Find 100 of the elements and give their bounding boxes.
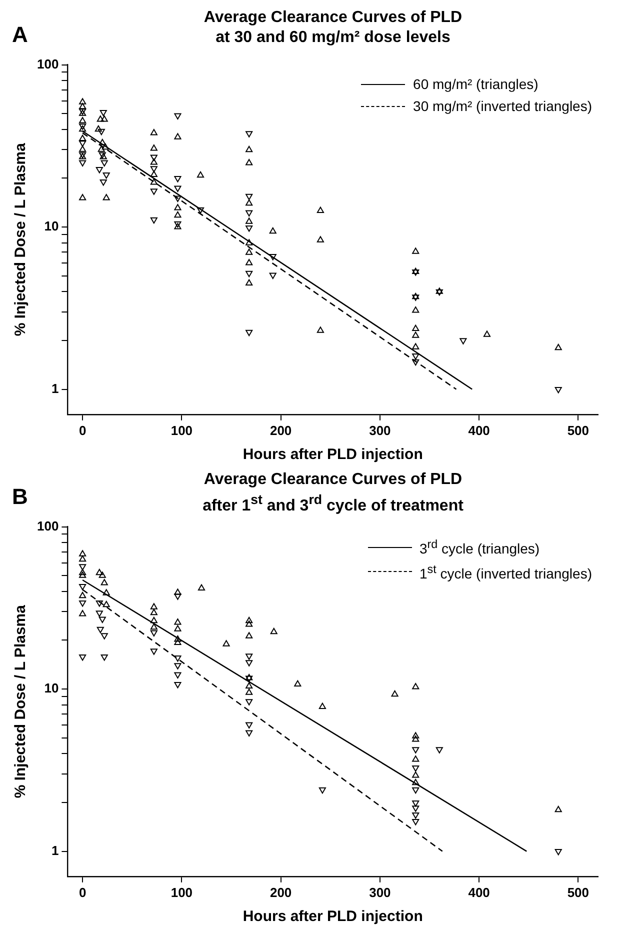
point <box>554 849 562 856</box>
y-axis-title: % Injected Dose / L Plasma <box>12 142 30 336</box>
point <box>96 626 104 634</box>
point <box>102 194 110 200</box>
point <box>246 259 253 266</box>
point <box>246 239 253 246</box>
point <box>294 680 302 687</box>
x-tick-label: 300 <box>369 884 391 900</box>
point <box>150 128 158 136</box>
chart-title: Average Clearance Curves of PLD at 30 and 60 mg/m² dose levels <box>202 8 464 48</box>
legend-label: 60 mg/m² (triangles) <box>413 76 538 92</box>
point <box>79 124 86 130</box>
point <box>174 221 182 228</box>
point <box>174 655 182 662</box>
point <box>412 806 420 812</box>
point <box>412 732 420 738</box>
point <box>150 217 158 224</box>
point <box>150 648 158 655</box>
point <box>554 344 562 350</box>
point <box>150 170 158 178</box>
point <box>246 146 253 152</box>
point <box>412 682 420 690</box>
point <box>412 248 420 254</box>
point <box>174 133 182 140</box>
point <box>246 270 253 278</box>
point <box>412 800 420 807</box>
point <box>79 102 86 110</box>
point <box>412 787 420 794</box>
y-tick-label: 100 <box>36 518 59 534</box>
point <box>246 632 253 638</box>
legend-label: 1$^{st}$ cycle (inverted triangles) <box>420 562 592 582</box>
point <box>79 555 86 562</box>
point <box>174 113 182 120</box>
chart-title: Average Clearance Curves of PLD after 1$^{st}$ and 3$^{rd}$ cycle of treatment <box>202 470 464 516</box>
point <box>100 633 108 640</box>
point <box>269 272 276 280</box>
x-tick-label: 500 <box>567 422 590 438</box>
legend-label: 30 mg/m² (inverted triangles) <box>413 98 592 114</box>
point <box>79 654 86 661</box>
point <box>79 98 86 104</box>
point <box>79 134 86 142</box>
point <box>174 186 182 192</box>
x-tick-label: 400 <box>468 422 490 438</box>
point <box>174 638 182 645</box>
legend-label: 3$^{rd}$ cycle (triangles) <box>420 538 540 557</box>
point <box>318 787 326 794</box>
point <box>246 210 253 216</box>
point <box>246 688 253 695</box>
point <box>96 568 103 576</box>
y-axis-title: % Injected Dose / L Plasma <box>12 604 30 798</box>
point <box>246 699 253 706</box>
point <box>198 584 206 591</box>
point <box>246 682 253 689</box>
point <box>246 199 253 206</box>
point <box>96 167 103 174</box>
point <box>150 158 158 165</box>
point <box>246 131 253 138</box>
point <box>174 211 182 218</box>
point <box>150 154 158 162</box>
point <box>174 663 182 670</box>
point <box>412 306 420 313</box>
point <box>246 676 253 682</box>
point <box>174 204 182 210</box>
point <box>79 117 86 124</box>
point <box>79 572 86 578</box>
point <box>79 600 86 607</box>
point <box>270 628 278 634</box>
point <box>79 140 86 147</box>
point <box>96 610 103 617</box>
point <box>412 812 420 819</box>
point <box>269 227 276 234</box>
point <box>412 268 420 274</box>
point <box>246 660 253 666</box>
x-tick-label: 100 <box>170 884 193 900</box>
point <box>412 747 420 754</box>
point <box>246 279 253 286</box>
point <box>196 207 204 214</box>
point <box>102 589 110 596</box>
point <box>460 338 467 344</box>
point <box>98 128 105 136</box>
point <box>412 270 420 276</box>
point <box>100 654 108 661</box>
point <box>246 218 253 224</box>
point <box>79 550 86 556</box>
point <box>246 674 253 680</box>
point <box>436 747 443 754</box>
point <box>222 640 230 646</box>
point <box>102 600 110 608</box>
x-tick-label: 100 <box>170 422 193 438</box>
point <box>98 616 106 624</box>
point <box>79 610 86 616</box>
point <box>269 254 276 260</box>
point <box>79 564 86 570</box>
point <box>412 755 420 762</box>
point <box>316 326 324 333</box>
point <box>150 630 158 637</box>
y-tick-label: 1 <box>51 380 59 396</box>
point <box>246 330 253 336</box>
x-axis-title: Hours after PLD injection <box>242 446 423 464</box>
point <box>412 778 420 786</box>
